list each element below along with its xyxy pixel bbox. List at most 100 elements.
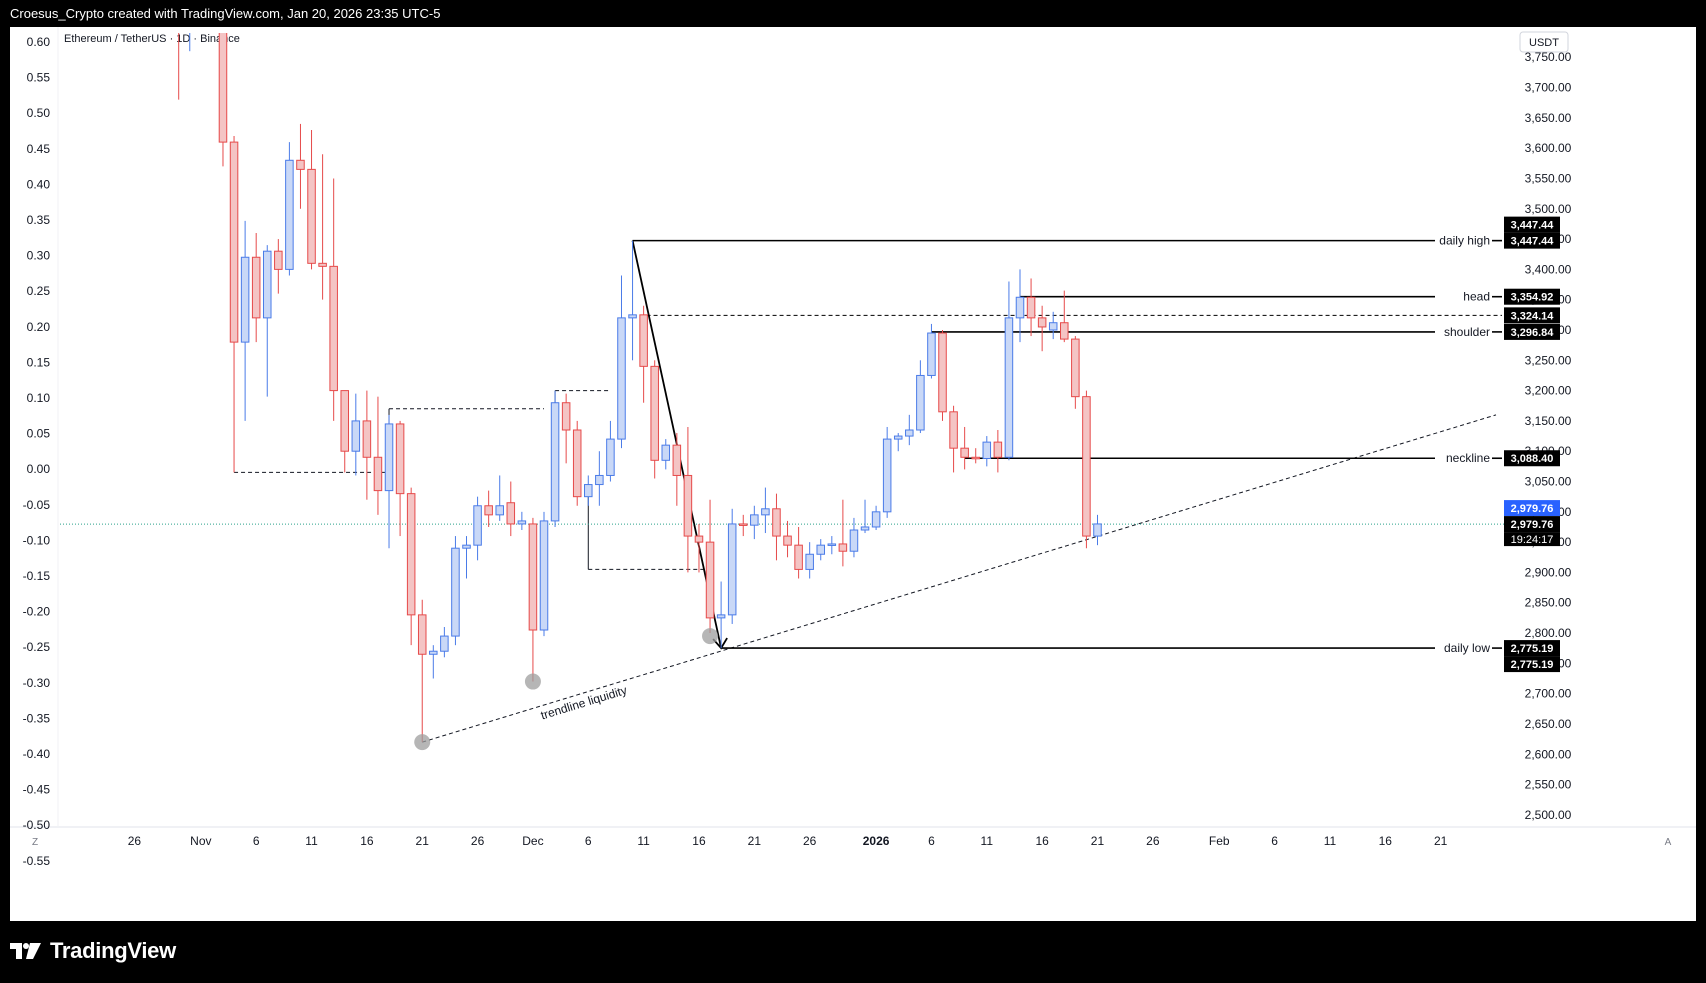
candle-body [240, 256, 250, 343]
left-axis-tick-label: -0.55 [23, 854, 51, 868]
right-axis-tick-label: 2,550.00 [1525, 778, 1572, 792]
candle [262, 245, 272, 397]
candle [927, 323, 936, 379]
candle [229, 136, 239, 473]
candle [982, 436, 992, 467]
candle [1026, 278, 1036, 337]
candle [329, 178, 338, 421]
time-axis-tick-label: Dec [522, 834, 543, 848]
candle-body [805, 553, 814, 570]
candle-body [595, 474, 604, 486]
candle [240, 220, 250, 421]
candle [429, 645, 438, 679]
candle [827, 536, 837, 555]
candle [1093, 514, 1102, 546]
candle [373, 396, 383, 515]
candle [871, 505, 881, 531]
right-axis-tick-label: 3,500.00 [1525, 202, 1572, 216]
candle [351, 393, 361, 476]
candle [285, 142, 294, 276]
level-label: head [1463, 290, 1490, 304]
right-axis-tick-label: 2,900.00 [1525, 565, 1572, 579]
right-axis-tick-label: 2,500.00 [1525, 808, 1572, 822]
countdown-badge: 19:24:17 [1511, 534, 1554, 546]
left-axis-tick-label: 0.10 [27, 391, 51, 405]
candle-body [683, 474, 693, 537]
candle [340, 390, 350, 473]
candle-body [1082, 396, 1091, 537]
level-label: neckline [1446, 451, 1490, 465]
right-axis-tick-label: 3,550.00 [1525, 171, 1572, 185]
candle [750, 505, 759, 540]
candle [274, 239, 283, 294]
candle-body [916, 374, 925, 431]
candle [960, 426, 969, 470]
candle-body [406, 493, 416, 616]
right-axis-tick-label: 2,650.00 [1525, 717, 1572, 731]
candle [189, 33, 191, 52]
candle-body [561, 402, 571, 431]
candle-body [1015, 296, 1025, 319]
candle [727, 508, 737, 624]
candle-body [528, 523, 538, 631]
right-axis-tick-label: 3,150.00 [1525, 414, 1572, 428]
candle-body [384, 423, 394, 492]
candle-body [617, 317, 626, 440]
candle-body [816, 544, 826, 555]
candle-body [982, 441, 992, 459]
candle [860, 499, 870, 534]
candle [882, 426, 892, 518]
left-axis-tick-label: -0.30 [23, 676, 51, 690]
left-axis-tick-label: -0.45 [23, 783, 51, 797]
candle [462, 536, 471, 579]
left-axis-tick-label: 0.00 [27, 462, 51, 476]
time-axis-tick-label: Nov [190, 834, 211, 848]
candle-body [1060, 322, 1069, 340]
level-price-badge-duplicate: 2,775.19 [1511, 659, 1554, 671]
candle [595, 451, 604, 506]
left-axis-tick-label: 0.55 [27, 71, 51, 85]
time-axis-tick-label: 11 [637, 834, 650, 848]
candle-body [672, 444, 682, 476]
current-price-badge: 2,979.76 [1511, 519, 1554, 531]
candle-body [572, 429, 582, 498]
right-axis-tick-label: 3,700.00 [1525, 81, 1572, 95]
candle-body [827, 543, 837, 546]
level-price-badge-bg [1504, 307, 1560, 324]
liquidity-sweep-marker [414, 734, 431, 751]
candle [905, 414, 914, 446]
chart-panel[interactable]: 0.60 0.55 0.50 0.45 0.40 0.35 0.30 0.25 0.20 0.15… [10, 27, 1696, 921]
candle [805, 542, 814, 579]
level-price-badge-bg [1504, 232, 1560, 249]
candle-body [971, 456, 980, 460]
level-price-badge: 3,447.44 [1511, 236, 1555, 248]
currency-badge [1519, 31, 1569, 53]
right-axis-tick-label: 3,650.00 [1525, 111, 1572, 125]
candle [1037, 305, 1047, 352]
candle [949, 405, 958, 473]
candle [938, 329, 947, 421]
candle-body [838, 543, 848, 552]
candle-body [1071, 338, 1080, 398]
candle [178, 33, 180, 100]
last-price-badge: 2,979.76 [1511, 503, 1554, 515]
candle [528, 517, 538, 682]
right-axis-tick-label: 3,200.00 [1525, 384, 1572, 398]
candle [550, 390, 560, 527]
candle-body [440, 635, 449, 652]
candle-body [849, 529, 859, 552]
candle-body [628, 314, 637, 319]
candle [761, 487, 770, 534]
candle [661, 439, 671, 470]
tradingview-footer: TradingView [10, 934, 176, 968]
right-axis-tick-label: 3,400.00 [1525, 262, 1572, 276]
candle-body [517, 520, 527, 525]
candle-body [860, 526, 870, 531]
candle-body [340, 390, 350, 452]
level-label: daily low [1444, 641, 1490, 655]
candlestick-chart[interactable]: 0.60 0.55 0.50 0.45 0.40 0.35 0.30 0.25 0.20 0.15… [10, 27, 1696, 921]
candle [849, 517, 859, 558]
time-axis-tick-label: 26 [471, 834, 485, 848]
left-axis-tick-label: 0.50 [27, 106, 51, 120]
candle-body [584, 484, 593, 498]
